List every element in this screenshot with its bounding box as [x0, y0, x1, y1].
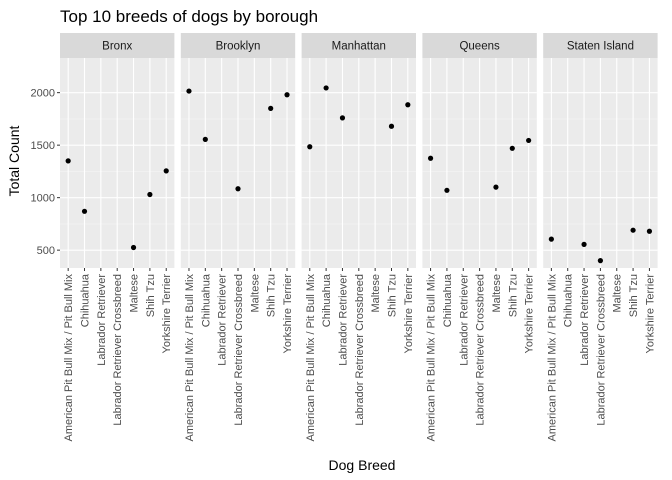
x-tick-label: Shih Tzu	[386, 274, 398, 317]
x-axis-title: Dog Breed	[329, 457, 396, 473]
data-point	[147, 191, 153, 198]
data-point	[493, 184, 499, 190]
facet-strip-label: Queens	[459, 41, 500, 53]
data-point	[130, 244, 137, 251]
facet-strip	[543, 33, 658, 58]
x-tick-label: Chihuahua	[200, 273, 212, 327]
facet-strip-label: Bronx	[102, 41, 132, 53]
y-tick-label: 500	[37, 245, 55, 257]
x-tick-label: Yorkshire Terrier	[644, 274, 656, 354]
x-tick-label: Maltese	[370, 274, 382, 313]
x-tick-label: Labrador Retriever	[458, 274, 470, 366]
x-tick-label: Shih Tzu	[266, 274, 278, 317]
x-tick-label: Labrador Retriever Crossbreed	[475, 274, 487, 426]
x-tick-label: Labrador Retriever	[96, 274, 108, 366]
x-tick-label: Labrador Retriever Crossbreed	[354, 274, 366, 426]
facet-strip	[180, 33, 296, 58]
x-tick-label: Shih Tzu	[145, 274, 157, 317]
facet-strip-label: Manhattan	[332, 41, 386, 53]
facet-strip	[422, 33, 537, 58]
data-point	[65, 158, 71, 164]
x-tick-label: Yorkshire Terrier	[403, 274, 415, 354]
data-point	[268, 105, 274, 111]
x-tick-label: Yorkshire Terrier	[524, 274, 536, 354]
x-tick-label: Chihuahua	[80, 273, 92, 327]
x-tick-label: Shih Tzu	[628, 274, 640, 317]
x-tick-label: American Pit Bull Mix / Pit Bull Mix	[426, 274, 438, 442]
x-tick-label: Yorkshire Terrier	[282, 274, 294, 354]
data-point	[235, 186, 241, 192]
facet-strip	[60, 33, 175, 58]
data-point	[388, 123, 395, 129]
y-tick-label: 1500	[31, 140, 55, 152]
panel-brooklyn: Brooklyn American Pit Bull Mix / Pit Bull…	[180, 33, 296, 442]
data-point	[597, 258, 604, 264]
x-tick-label: Labrador Retriever	[579, 274, 591, 366]
data-point	[581, 241, 587, 247]
data-point	[284, 92, 290, 98]
y-tick-label: 2000	[31, 88, 55, 100]
data-point	[81, 208, 88, 214]
panel-bronx: Bronx American Pit Bull Mix / Pit Bull Mi…	[60, 33, 175, 442]
chart-title: Top 10 breeds of dogs by borough	[60, 7, 318, 26]
data-point	[163, 168, 169, 174]
data-point	[427, 155, 434, 161]
x-tick-label: Chihuahua	[563, 273, 575, 327]
y-axis-title: Total Count	[6, 125, 22, 196]
facet-panels: Bronx American Pit Bull Mix / Pit Bull Mi…	[60, 33, 658, 441]
x-tick-label: American Pit Bull Mix / Pit Bull Mix	[305, 274, 317, 442]
x-tick-label: Maltese	[249, 274, 261, 313]
facet-strip-label: Staten Island	[567, 41, 634, 53]
x-tick-label: Labrador Retriever Crossbreed	[233, 274, 245, 426]
x-tick-label: American Pit Bull Mix / Pit Bull Mix	[184, 274, 196, 442]
data-point	[339, 115, 346, 121]
facet-strip	[301, 33, 416, 58]
data-point	[509, 145, 515, 151]
x-tick-label: Yorkshire Terrier	[161, 274, 173, 354]
x-tick-label: Maltese	[491, 274, 503, 313]
panel-manhattan: Manhattan American Pit Bull Mix / Pit Bul…	[301, 33, 416, 442]
data-point	[307, 144, 313, 150]
data-point	[186, 88, 192, 94]
data-point	[202, 136, 208, 142]
x-tick-label: Labrador Retriever	[337, 274, 349, 366]
x-tick-label: American Pit Bull Mix / Pit Bull Mix	[546, 274, 558, 442]
panel-queens: Queens American Pit Bull Mix / Pit Bull M…	[422, 33, 537, 442]
data-point	[548, 236, 554, 242]
x-tick-label: Labrador Retriever Crossbreed	[112, 274, 124, 426]
data-point	[526, 137, 532, 144]
x-tick-label: Labrador Retriever	[217, 274, 229, 366]
x-tick-label: American Pit Bull Mix / Pit Bull Mix	[63, 274, 75, 442]
x-tick-label: Chihuahua	[442, 273, 454, 327]
y-tick-label: 1000	[31, 193, 55, 205]
facet-strip-label: Brooklyn	[216, 41, 261, 53]
data-point	[630, 227, 636, 233]
data-point	[323, 85, 329, 91]
x-tick-label: Labrador Retriever Crossbreed	[595, 274, 607, 426]
data-point	[646, 228, 653, 234]
data-point	[405, 102, 411, 108]
y-axis: 500 1000 1500 2000	[31, 88, 60, 257]
x-tick-label: Maltese	[612, 274, 624, 313]
x-tick-label: Maltese	[129, 274, 141, 313]
x-tick-label: Chihuahua	[321, 273, 333, 327]
panel-staten-island: Staten Island American Pit Bull Mix / Pit…	[543, 33, 658, 442]
x-tick-label: Shih Tzu	[507, 274, 519, 317]
data-point	[444, 187, 450, 193]
